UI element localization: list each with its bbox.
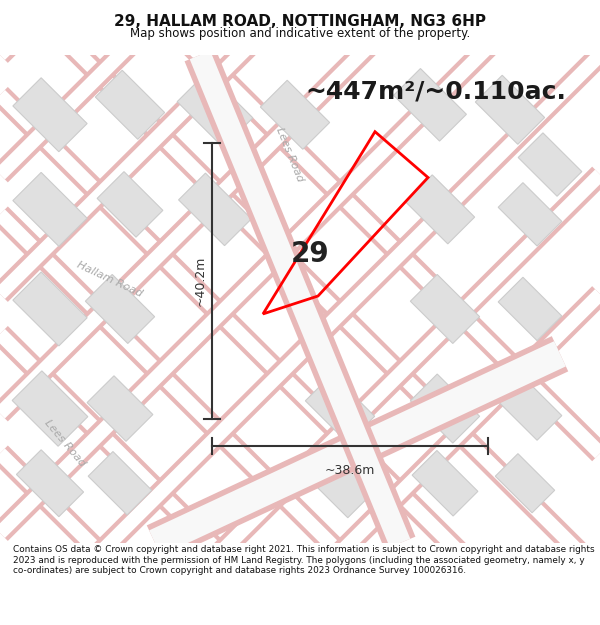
Polygon shape (97, 172, 163, 237)
Polygon shape (85, 274, 155, 344)
Polygon shape (498, 278, 562, 341)
Text: ~40.2m: ~40.2m (193, 256, 206, 306)
Polygon shape (305, 449, 374, 518)
Polygon shape (498, 377, 562, 440)
Polygon shape (13, 78, 87, 152)
Polygon shape (260, 80, 329, 149)
Text: ~38.6m: ~38.6m (325, 464, 375, 478)
Text: Lees Road: Lees Road (275, 126, 305, 183)
Polygon shape (410, 274, 479, 344)
Polygon shape (179, 173, 251, 246)
Polygon shape (13, 272, 87, 346)
Polygon shape (498, 182, 562, 246)
Polygon shape (177, 72, 253, 148)
Polygon shape (394, 69, 466, 141)
Polygon shape (95, 70, 164, 139)
Polygon shape (305, 374, 374, 443)
Polygon shape (16, 450, 83, 517)
Polygon shape (12, 371, 88, 446)
Polygon shape (475, 75, 545, 144)
Text: Map shows position and indicative extent of the property.: Map shows position and indicative extent… (130, 27, 470, 39)
Polygon shape (412, 451, 478, 516)
Polygon shape (410, 374, 479, 443)
Text: 29, HALLAM ROAD, NOTTINGHAM, NG3 6HP: 29, HALLAM ROAD, NOTTINGHAM, NG3 6HP (114, 14, 486, 29)
Polygon shape (13, 173, 87, 246)
Text: Lees Road: Lees Road (43, 418, 88, 469)
Text: Hallam Road: Hallam Road (76, 259, 145, 299)
Polygon shape (496, 454, 554, 513)
Text: 29: 29 (290, 240, 329, 268)
Polygon shape (518, 133, 582, 196)
Polygon shape (87, 376, 153, 441)
Text: Contains OS data © Crown copyright and database right 2021. This information is : Contains OS data © Crown copyright and d… (13, 546, 595, 575)
Polygon shape (88, 451, 152, 515)
Polygon shape (406, 175, 475, 244)
Text: ~447m²/~0.110ac.: ~447m²/~0.110ac. (305, 80, 566, 104)
